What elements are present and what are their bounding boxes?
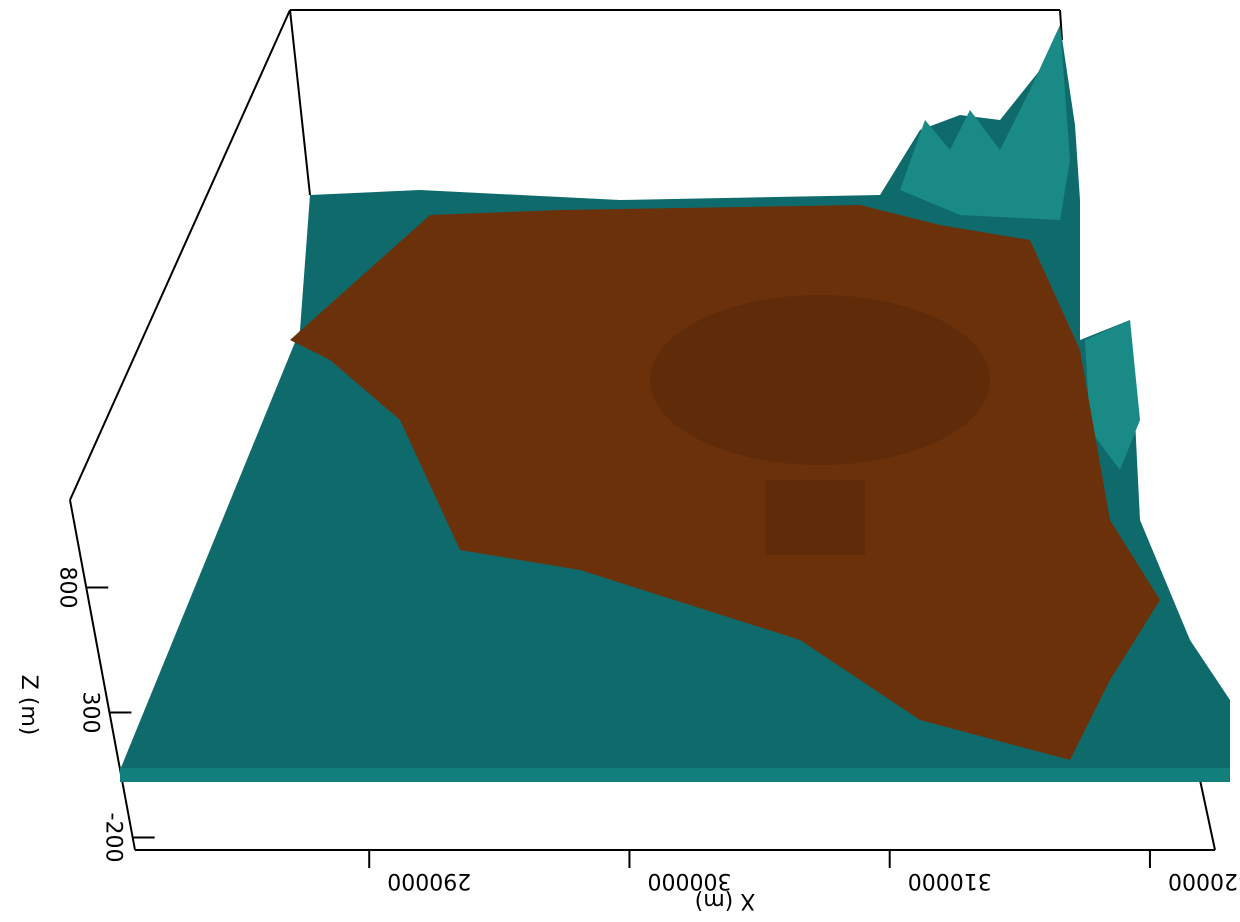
terrain-surface	[120, 25, 1230, 782]
z-axis-label: Z (m)	[16, 675, 41, 736]
x-tick-label: 320000	[1168, 868, 1240, 893]
chart: X (m) Z (m) 290000300000310000320000-200…	[0, 0, 1240, 922]
x-tick-label: 290000	[387, 868, 471, 893]
x-tick-label: 300000	[647, 868, 731, 893]
x-tick-label: 310000	[908, 868, 992, 893]
z-tick-label: 300	[77, 692, 102, 734]
z-tick-label: -200	[101, 813, 126, 863]
z-tick-label: 800	[54, 567, 79, 609]
